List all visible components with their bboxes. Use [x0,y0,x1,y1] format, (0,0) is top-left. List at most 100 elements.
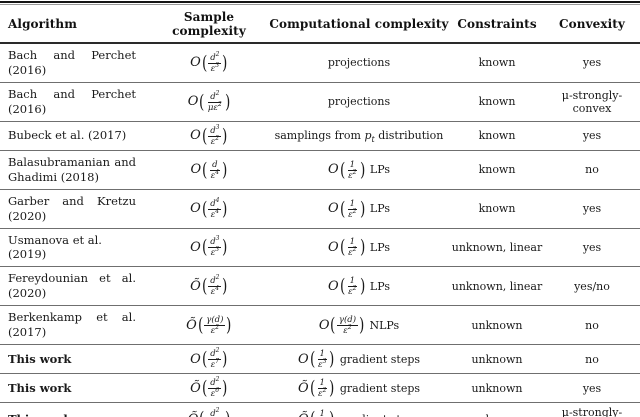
table-row: Bach and Perchet (2016) O(d2 με2) projection… [0,82,640,122]
left-paren: ( [309,348,315,371]
cell-algorithm: Bach and Perchet (2016) [0,82,150,122]
cell-sample-complexity: Õ(γ(d) ε2) [150,305,268,346]
fraction-numerator: 1 [347,198,358,210]
complexity-unit-label: LPs [369,279,390,293]
cell-computational-complexity: O(1 ε2) LPs [268,228,450,268]
fraction-numerator: d4 [208,196,222,210]
fraction-denominator: με2 [207,100,222,113]
left-paren: ( [199,410,204,417]
fraction-denominator: ε4 [210,285,220,298]
cell-sample-complexity: Õ(d2 ε4) [150,266,268,307]
left-paren: ( [339,197,346,220]
algorithm-name-part: (2016) [8,62,47,77]
algorithm-name-part: (2020) [8,208,47,223]
big-o-symbol: Õ [297,380,309,396]
table-row: Berkenkamp et al. (2017) Õ(γ(d) ε2) O(γ(d) ε2… [0,305,640,346]
fraction-numerator: d3 [208,123,222,137]
cell-algorithm: Balasubramanian and Ghadimi (2018) [0,150,150,190]
algorithm-name-line: Ghadimi (2018) [8,170,136,185]
cell-constraints: unknown [450,305,544,346]
big-o-symbol: O [297,351,309,367]
big-o-symbol: O [190,351,201,367]
right-paren: ) [222,51,228,74]
header-row: Algorithm Sample complexity Computationa… [0,4,640,44]
right-paren: ) [222,275,228,298]
fraction-numerator: d2 [208,408,221,417]
right-paren: ) [222,158,228,181]
left-paren: ( [201,197,208,220]
left-paren: ( [330,314,336,337]
cell-constraints: unknown [450,344,544,375]
big-o-formula: O(1 ε2) LPs [328,236,390,258]
cell-sample-complexity: O(d3 ε2) [150,121,268,151]
fraction-denominator: ε2 [343,324,352,337]
column-header-sample-complexity: Sample complexity [150,4,268,44]
algorithm-name-line: Usmanova et al. (2019) [8,233,136,263]
fraction: 1 ε3 [316,348,328,370]
table-row: Bach and Perchet (2016) O(d2 ε3) projections… [0,43,640,83]
right-paren: ) [329,348,335,371]
fraction-numerator: d2 [208,51,222,64]
right-paren: ) [359,314,365,337]
cell-algorithm: This work [0,402,150,417]
algorithm-name-part: This work [8,380,72,395]
fraction: d2 με2 [206,90,224,113]
cell-convexity: yes [544,228,640,268]
fraction: d2 ε7 [208,348,222,370]
cell-computational-complexity: projections [268,82,450,122]
column-header-constraints: Constraints [450,4,544,44]
right-paren: ) [329,377,335,400]
algorithm-name-line: (2020) [8,286,136,301]
algorithm-name-line: Berkenkamp et al. [8,310,136,325]
cell-convexity: no [544,305,640,346]
left-paren: ( [201,377,208,400]
big-o-symbol: O [190,128,201,144]
big-o-formula: O(1 ε2) LPs [328,198,390,220]
cell-algorithm: Berkenkamp et al. (2017) [0,305,150,346]
algorithm-name-line: This work [8,352,136,367]
big-o-formula: Õ(d2 ε6) [190,377,228,399]
fraction: γ(d) ε2 [336,314,359,337]
big-o-symbol: O [190,55,201,71]
big-o-formula: Õ(1ε2) gradient steps [298,408,420,417]
complexity-unit-label: gradient steps [339,352,421,366]
cell-algorithm: Bubeck et al. (2017) [0,121,150,151]
left-paren: ( [310,410,315,417]
big-o-symbol: O [190,239,201,255]
right-paren: ) [224,90,231,113]
cell-constraints: known [450,43,544,83]
big-o-symbol: O [190,201,201,217]
fraction-numerator: d2 [208,274,222,288]
cell-algorithm: Garber and Kretzu (2020) [0,189,150,229]
fraction: d2 ε4 [208,274,222,298]
cell-sample-complexity: O(d2 ε3) [150,43,268,83]
complexity-unit-label: LPs [369,163,390,177]
big-o-symbol: O [187,94,199,110]
algorithm-name-part: Bubeck et al. (2017) [8,128,127,143]
right-paren: ) [222,197,228,220]
big-o-formula: Õ(d2με5) [188,408,230,417]
cell-sample-complexity: O(d2 με2) [150,82,268,122]
big-o-formula: O(d ε4) [191,159,228,181]
fraction-denominator: ε6 [210,387,220,400]
cell-sample-complexity: O(d ε4) [150,150,268,190]
right-paren: ) [225,410,230,417]
big-o-formula: O(d2 ε7) [190,348,228,370]
column-header-computational-complexity: Computational complexity [268,4,450,44]
fraction: 1ε2 [316,408,328,417]
algorithm-name-part: Berkenkamp et al. [8,310,136,325]
fraction: d2 ε3 [208,51,222,74]
algorithm-name-part: (2017) [8,325,47,340]
column-header-algorithm: Algorithm [0,4,150,44]
cell-constraints: unknown, linear [450,266,544,307]
fraction-denominator: ε4 [210,168,220,181]
big-o-symbol: O [328,278,339,294]
left-paren: ( [199,90,205,113]
left-paren: ( [201,236,208,259]
big-o-formula: O(1 ε3) gradient steps [298,348,420,370]
fraction-numerator: 1 [317,349,327,361]
